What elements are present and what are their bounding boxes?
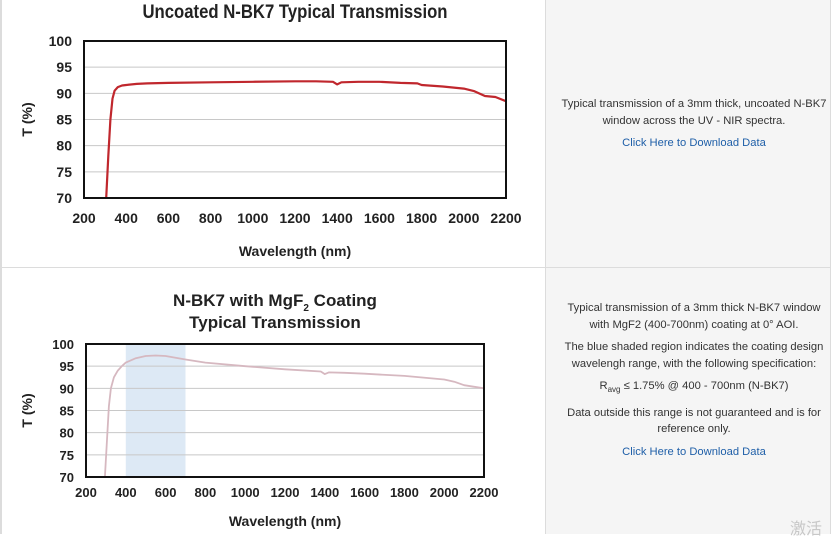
x-tick-label: 200 [75, 485, 97, 500]
description-cell-uncoated: Typical transmission of a 3mm thick, unc… [545, 0, 830, 268]
x-tick-label: 1400 [322, 210, 353, 226]
y-tick-label: 90 [56, 85, 72, 101]
y-tick-label: 80 [60, 426, 74, 441]
download-data-link[interactable]: Click Here to Download Data [622, 445, 766, 458]
x-tick-label: 1800 [390, 485, 419, 500]
plot-frame [83, 40, 507, 199]
chart-title-line-2: Typical Transmission [189, 313, 361, 332]
y-tick-label: 80 [56, 138, 72, 154]
x-tick-label: 600 [155, 485, 177, 500]
y-tick-label: 70 [60, 470, 74, 485]
x-tick-label: 400 [115, 485, 137, 500]
x-tick-label: 2000 [430, 485, 459, 500]
title-text-end: Coating [309, 291, 377, 310]
spec-value: ≤ 1.75% @ 400 - 700nm (N-BK7) [620, 380, 789, 392]
page-right-margin [830, 0, 837, 534]
x-tick-label: 1000 [231, 485, 260, 500]
table-left-border [0, 0, 2, 534]
x-axis-label: Wavelength (nm) [229, 513, 341, 529]
x-tick-label: 2000 [448, 210, 479, 226]
reference-note: Data outside this range is not guarantee… [567, 406, 821, 436]
transmission-series-line [105, 80, 506, 198]
x-tick-label: 1400 [310, 485, 339, 500]
x-tick-label: 600 [157, 210, 181, 226]
shaded-region-note: The blue shaded region indicates the coa… [564, 341, 824, 370]
chart-title-line-1: N-BK7 with MgF2 Coating [173, 291, 377, 314]
description-cell-coated: Typical transmission of a 3mm thick N-BK… [545, 268, 830, 534]
y-tick-label: 85 [60, 404, 74, 419]
y-tick-label: 95 [60, 359, 74, 374]
y-tick-label: 75 [56, 164, 72, 180]
y-tick-label: 95 [56, 59, 72, 75]
chart-cell-uncoated: Uncoated N-BK7 Typical Transmission 70 75 8… [0, 0, 545, 268]
spec-symbol: R [599, 380, 608, 392]
plot-frame [85, 343, 485, 478]
description-block-coated: Typical transmission of a 3mm thick N-BK… [560, 300, 828, 466]
x-axis-label: Wavelength (nm) [239, 243, 351, 259]
coating-specification: Ravg ≤ 1.75% @ 400 - 700nm (N-BK7) [560, 378, 828, 399]
x-tick-label: 1200 [271, 485, 300, 500]
x-tick-label: 2200 [470, 485, 499, 500]
download-data-link[interactable]: Click Here to Download Data [622, 137, 766, 149]
title-text: N-BK7 with MgF [173, 291, 303, 310]
spec-subscript: avg [607, 385, 621, 394]
chart-cell-coated: N-BK7 with MgF2 Coating Typical Transmiss… [0, 268, 545, 534]
y-tick-label: 90 [60, 381, 74, 396]
chart-title: Uncoated N-BK7 Typical Transmission [143, 1, 448, 22]
y-tick-label: 100 [49, 33, 73, 49]
x-tick-label: 1600 [350, 485, 379, 500]
x-tick-label: 1800 [406, 210, 437, 226]
description-text: Typical transmission of a 3mm thick, unc… [561, 98, 827, 127]
x-tick-label: 1600 [364, 210, 395, 226]
description-block-uncoated: Typical transmission of a 3mm thick, unc… [560, 96, 828, 158]
watermark-text: 激活 [790, 521, 823, 538]
y-tick-label: 75 [60, 448, 74, 463]
y-tick-label: 100 [52, 337, 74, 352]
x-tick-label: 800 [199, 210, 223, 226]
x-tick-label: 800 [195, 485, 217, 500]
y-tick-label: 70 [56, 190, 72, 206]
x-tick-label: 200 [72, 210, 96, 226]
x-tick-label: 2200 [490, 210, 521, 226]
y-tick-label: 85 [56, 112, 72, 128]
y-axis-label: T (%) [19, 102, 35, 136]
title-subscript: 2 [303, 303, 309, 314]
y-axis-label: T (%) [19, 393, 35, 427]
transmission-series-line [104, 354, 484, 477]
x-tick-label: 1000 [237, 210, 268, 226]
x-tick-label: 1200 [279, 210, 310, 226]
uncoated-transmission-chart: Uncoated N-BK7 Typical Transmission 70 75 8… [19, 1, 522, 259]
x-tick-label: 400 [115, 210, 139, 226]
description-text: Typical transmission of a 3mm thick N-BK… [567, 302, 821, 331]
